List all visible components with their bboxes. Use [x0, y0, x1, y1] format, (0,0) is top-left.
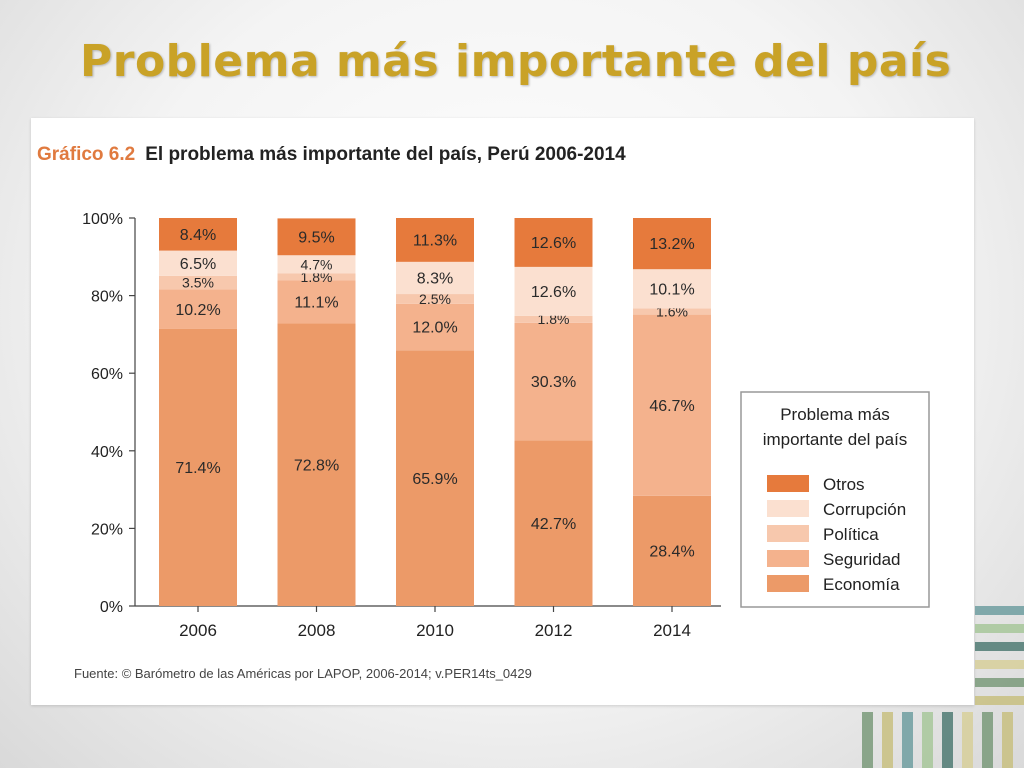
bar-segment-política — [396, 294, 474, 304]
legend-label: Seguridad — [823, 550, 901, 569]
data-label: 11.1% — [294, 295, 338, 312]
deco-vertical-stripe — [962, 712, 973, 768]
bar-segment-seguridad — [277, 280, 356, 324]
bar-segment-política — [514, 315, 593, 323]
y-tick-label: 0% — [100, 599, 123, 616]
x-tick-label: 2008 — [298, 621, 336, 640]
deco-vertical-stripe — [1002, 712, 1013, 768]
chart-panel: Gráfico 6.2 El problema más importante de… — [31, 118, 974, 705]
bar-segment-política — [633, 308, 711, 315]
data-label: 12.0% — [412, 320, 457, 337]
y-tick-label: 80% — [91, 289, 123, 306]
bar-segment-política — [277, 273, 356, 281]
deco-horizontal-stripe — [975, 660, 1024, 669]
data-label: 28.4% — [649, 544, 694, 561]
data-label: 13.2% — [649, 236, 694, 253]
stacked-bar-chart: 0% 20% 40% 60% 80% 100% 71.4% 10.2% 3.5% 6.5% 8.4%… — [82, 211, 930, 640]
bar-segment-corrupción — [514, 266, 593, 316]
deco-horizontal-stripe — [975, 696, 1024, 705]
data-label: 65.9% — [412, 471, 457, 488]
x-tick-label: 2006 — [179, 621, 217, 640]
data-label: 12.6% — [531, 235, 576, 252]
x-tick-label: 2012 — [535, 621, 573, 640]
deco-vertical-stripe — [882, 712, 893, 768]
legend-label: Otros — [823, 475, 865, 494]
bar-segment-seguridad — [633, 314, 711, 496]
x-tick-label: 2014 — [653, 621, 691, 640]
data-label: 2.5% — [419, 291, 451, 307]
data-label: 8.4% — [180, 227, 216, 244]
bar-segment-economía — [633, 495, 711, 606]
y-tick-label: 40% — [91, 444, 123, 461]
bar-segment-política — [159, 275, 237, 290]
bar-segment-seguridad — [514, 322, 593, 441]
data-label: 12.6% — [531, 284, 576, 301]
bar-segment-economía — [277, 323, 356, 606]
legend-box — [740, 391, 930, 608]
data-label: 4.7% — [301, 256, 333, 272]
legend-title: Problema más — [780, 405, 890, 424]
bar-segment-seguridad — [396, 303, 474, 351]
figure-source: Fuente: © Barómetro de las Américas por … — [74, 666, 532, 681]
deco-vertical-stripe — [902, 712, 913, 768]
bar-segment-corrupción — [277, 255, 356, 274]
x-tick-label: 2010 — [416, 621, 454, 640]
deco-horizontal-stripe — [975, 678, 1024, 687]
legend-swatch — [767, 525, 809, 542]
legend-label: Corrupción — [823, 500, 906, 519]
figure-heading: Gráfico 6.2 El problema más importante de… — [37, 144, 626, 166]
bar-segment-corrupción — [396, 261, 474, 295]
data-label: 11.3% — [413, 233, 457, 250]
deco-horizontal-stripe — [975, 606, 1024, 615]
deco-vertical-stripe — [942, 712, 953, 768]
legend-swatch — [767, 500, 809, 517]
bar-segment-seguridad — [159, 289, 237, 329]
legend-title: importante del país — [763, 430, 908, 449]
data-label: 8.3% — [417, 271, 453, 288]
data-label: 9.5% — [298, 229, 334, 246]
legend-label: Política — [823, 525, 879, 544]
bar-segment-corrupción — [159, 250, 237, 276]
bar-segment-economía — [159, 328, 237, 606]
deco-vertical-stripe — [922, 712, 933, 768]
bar-segment-otros — [277, 218, 356, 256]
data-label: 46.7% — [649, 398, 694, 415]
data-label: 42.7% — [531, 516, 576, 533]
data-label: 10.1% — [649, 281, 694, 298]
bar-segment-economía — [514, 440, 593, 606]
legend-swatch — [767, 550, 809, 567]
figure-number: Gráfico 6.2 — [37, 144, 136, 165]
y-tick-label: 100% — [82, 211, 123, 228]
legend-swatch — [767, 475, 809, 492]
deco-horizontal-stripe — [975, 624, 1024, 633]
bar-segment-otros — [396, 218, 474, 262]
deco-horizontal-stripe — [975, 642, 1024, 651]
data-label: 30.3% — [531, 374, 576, 391]
deco-vertical-stripe — [862, 712, 873, 768]
y-tick-label: 60% — [91, 366, 123, 383]
legend-label: Economía — [823, 575, 900, 594]
data-label: 6.5% — [180, 256, 216, 273]
bar-segment-otros — [633, 218, 711, 270]
bar-segment-otros — [514, 218, 593, 267]
data-label: 72.8% — [294, 457, 339, 474]
bar-segment-otros — [159, 218, 237, 251]
y-tick-label: 20% — [91, 521, 123, 538]
figure-title: El problema más importante del país, Per… — [145, 144, 626, 165]
data-label: 10.2% — [175, 302, 220, 319]
legend-swatch — [767, 575, 809, 592]
bar-segment-economía — [396, 350, 474, 606]
deco-vertical-stripe — [982, 712, 993, 768]
bar-segment-corrupción — [633, 269, 711, 309]
slide-title: Problema más importante del país — [80, 36, 952, 87]
data-label: 3.5% — [182, 275, 214, 291]
data-label: 71.4% — [175, 460, 220, 477]
